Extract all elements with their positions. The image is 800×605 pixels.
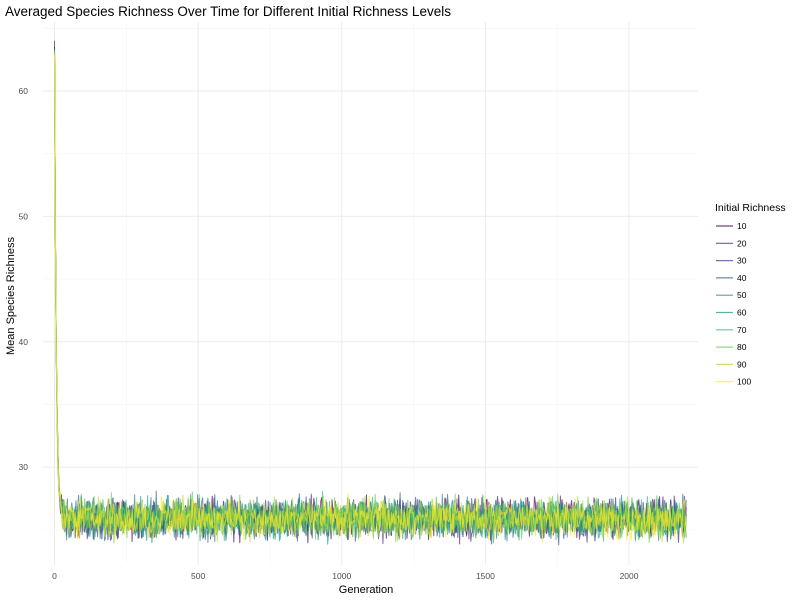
x-axis-title: Generation <box>339 584 393 596</box>
legend-label-20: 20 <box>737 238 747 248</box>
legend-label-80: 80 <box>737 342 747 352</box>
grid <box>43 22 698 565</box>
series-line-80 <box>54 49 687 544</box>
legend-label-70: 70 <box>737 325 747 335</box>
series-line-10 <box>54 47 687 544</box>
y-tick-label: 40 <box>19 337 29 347</box>
x-tick-label: 0 <box>52 571 57 581</box>
x-tick-label: 1000 <box>332 571 351 581</box>
legend: Initial Richness 10 20 30 40 50 60 70 80 90 100 <box>715 202 786 387</box>
legend-label-40: 40 <box>737 273 747 283</box>
x-tick-label: 500 <box>191 571 205 581</box>
series-line-30 <box>54 45 687 546</box>
series-line-20 <box>54 40 687 545</box>
legend-label-10: 10 <box>737 221 747 231</box>
series-line-90 <box>54 52 687 544</box>
y-axis-title: Mean Species Richness <box>5 237 17 356</box>
legend-entries: 10 20 30 40 50 60 70 80 90 100 <box>716 221 751 387</box>
series-lines <box>54 40 687 546</box>
y-tick-label: 60 <box>19 86 29 96</box>
x-tick-label: 2000 <box>620 571 639 581</box>
series-line-60 <box>54 55 687 545</box>
x-tick-label: 1500 <box>476 571 495 581</box>
legend-label-30: 30 <box>737 256 747 266</box>
y-tick-label: 30 <box>19 462 29 472</box>
legend-label-100: 100 <box>737 377 751 387</box>
x-axis-ticks: 0 500 1000 1500 2000 <box>52 571 639 581</box>
y-axis-ticks: 30 40 50 60 <box>19 86 29 472</box>
chart-title: Averaged Species Richness Over Time for … <box>5 4 451 19</box>
series-line-70 <box>54 53 687 542</box>
legend-label-90: 90 <box>737 359 747 369</box>
series-line-40 <box>54 50 687 542</box>
legend-title: Initial Richness <box>715 202 786 214</box>
y-tick-label: 50 <box>19 211 29 221</box>
legend-label-60: 60 <box>737 308 747 318</box>
series-line-100 <box>54 54 687 543</box>
series-line-50 <box>54 53 687 544</box>
legend-label-50: 50 <box>737 290 747 300</box>
